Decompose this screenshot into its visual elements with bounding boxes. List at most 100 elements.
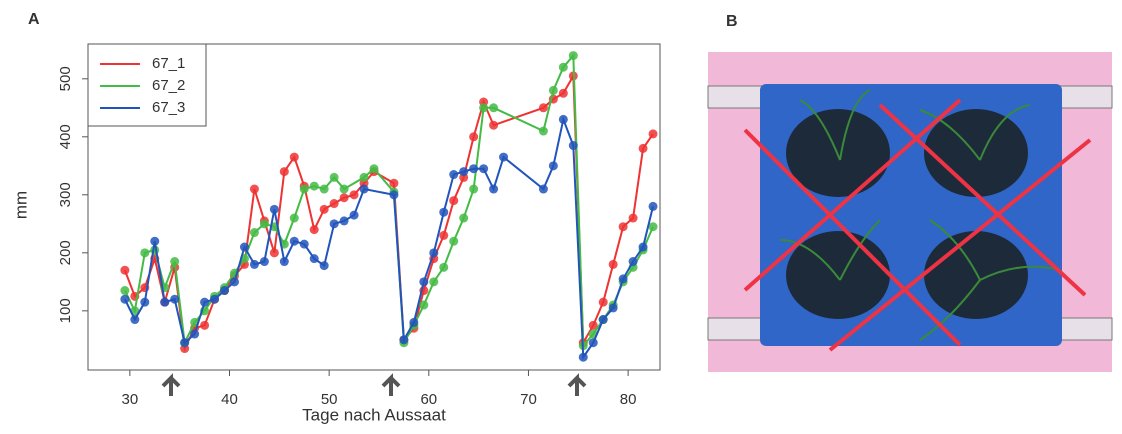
data-point bbox=[429, 248, 439, 258]
data-point bbox=[479, 103, 489, 113]
x-tick-label: 70 bbox=[520, 391, 537, 408]
data-point bbox=[120, 286, 130, 296]
legend-label: 67_2 bbox=[152, 77, 185, 94]
data-point bbox=[359, 172, 369, 182]
data-point bbox=[648, 129, 658, 139]
x-tick-label: 50 bbox=[321, 391, 338, 408]
data-point bbox=[279, 167, 289, 177]
data-point bbox=[130, 315, 140, 325]
arrow bbox=[567, 373, 587, 396]
data-point bbox=[289, 213, 299, 223]
data-point bbox=[608, 259, 618, 269]
data-point bbox=[180, 338, 190, 348]
data-point bbox=[568, 51, 578, 61]
data-point bbox=[628, 213, 638, 223]
data-point bbox=[469, 132, 479, 142]
data-point bbox=[309, 181, 319, 191]
y-tick-label: 400 bbox=[57, 124, 74, 149]
data-point bbox=[459, 213, 469, 223]
data-point bbox=[289, 236, 299, 246]
data-point bbox=[449, 236, 459, 246]
data-point bbox=[210, 294, 220, 304]
legend-label: 67_1 bbox=[152, 55, 185, 72]
x-axis-label: Tage nach Aussaat bbox=[302, 405, 446, 424]
y-tick-label: 500 bbox=[57, 66, 74, 91]
data-point bbox=[319, 261, 329, 271]
data-point bbox=[289, 152, 299, 162]
crosses bbox=[743, 98, 1092, 352]
data-point bbox=[499, 152, 509, 162]
panel-label: B bbox=[726, 13, 738, 30]
data-point bbox=[628, 257, 638, 267]
data-point bbox=[538, 184, 548, 194]
pot bbox=[924, 109, 1028, 197]
pot bbox=[786, 231, 890, 319]
panel-label: A bbox=[28, 11, 40, 28]
data-point bbox=[200, 297, 210, 307]
data-point bbox=[389, 178, 399, 188]
data-point bbox=[329, 199, 339, 209]
data-point bbox=[558, 62, 568, 72]
data-point bbox=[548, 161, 558, 171]
data-point bbox=[638, 143, 648, 153]
data-point bbox=[548, 85, 558, 95]
data-point bbox=[588, 320, 598, 330]
data-point bbox=[170, 257, 180, 267]
data-point bbox=[618, 274, 628, 284]
pot bbox=[924, 231, 1028, 319]
data-point bbox=[449, 170, 459, 180]
data-point bbox=[259, 219, 269, 229]
data-point bbox=[299, 239, 309, 249]
data-point bbox=[439, 207, 449, 217]
data-point bbox=[439, 262, 449, 272]
data-point bbox=[638, 242, 648, 252]
data-point bbox=[449, 196, 459, 206]
data-point bbox=[329, 172, 339, 182]
x-tick-label: 60 bbox=[420, 391, 437, 408]
data-point bbox=[618, 222, 628, 232]
data-point bbox=[249, 228, 259, 238]
x-tick-label: 80 bbox=[620, 391, 637, 408]
arrow bbox=[161, 373, 181, 396]
data-point bbox=[489, 120, 499, 130]
data-point bbox=[558, 114, 568, 124]
data-point bbox=[140, 297, 150, 307]
data-point bbox=[239, 242, 249, 252]
data-point bbox=[269, 204, 279, 214]
data-point bbox=[309, 225, 319, 235]
data-point bbox=[339, 184, 349, 194]
data-point bbox=[459, 167, 469, 177]
data-point bbox=[349, 190, 359, 200]
data-point bbox=[299, 184, 309, 194]
data-point bbox=[229, 277, 239, 287]
legend-label: 67_3 bbox=[152, 99, 185, 116]
data-point bbox=[598, 315, 608, 325]
data-point bbox=[120, 294, 130, 304]
data-point bbox=[279, 257, 289, 267]
data-point bbox=[249, 259, 259, 269]
data-point bbox=[120, 265, 130, 275]
data-point bbox=[479, 164, 489, 174]
data-point bbox=[598, 297, 608, 307]
data-point bbox=[140, 248, 150, 258]
data-point bbox=[389, 190, 399, 200]
data-point bbox=[588, 338, 598, 348]
data-point bbox=[339, 193, 349, 203]
data-point bbox=[419, 300, 429, 310]
data-point bbox=[608, 303, 618, 313]
data-point bbox=[309, 254, 319, 264]
data-point bbox=[150, 236, 160, 246]
data-point bbox=[469, 184, 479, 194]
data-point bbox=[369, 164, 379, 174]
data-point bbox=[469, 164, 479, 174]
plot-frame bbox=[87, 43, 661, 371]
data-point bbox=[399, 335, 409, 345]
y-tick-label: 300 bbox=[57, 182, 74, 207]
data-point bbox=[419, 277, 429, 287]
data-point bbox=[578, 352, 588, 362]
data-point bbox=[538, 103, 548, 113]
data-point bbox=[429, 277, 439, 287]
data-point bbox=[170, 294, 180, 304]
data-point bbox=[359, 184, 369, 194]
